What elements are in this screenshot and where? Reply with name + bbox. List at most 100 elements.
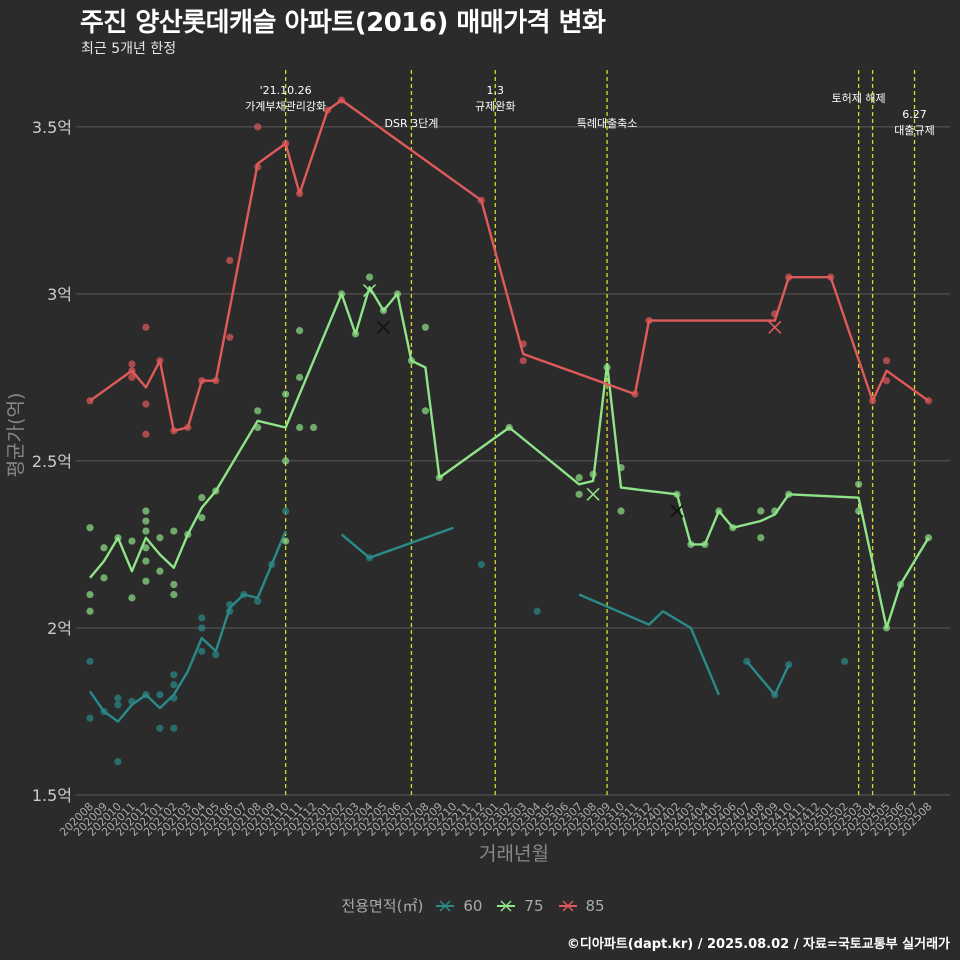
legend-item-75: 75 [496,896,544,915]
data-point-60 [86,714,94,722]
data-point-75 [156,567,164,575]
data-point-60 [198,624,206,632]
y-tick-label: 3.5억 [32,118,72,137]
cross-marker-75 [376,320,391,334]
data-point-60 [114,701,122,709]
data-point-75 [757,507,765,515]
data-point-75 [198,494,206,502]
data-point-85 [882,377,891,385]
data-point-75 [198,514,206,522]
data-point-75 [282,537,290,545]
data-point-75 [142,544,150,552]
data-point-75 [757,534,765,542]
x-tick-labels: 2020082020092020102020112020122021012021… [57,800,934,839]
event-label: '21.10.26 가계부채관리강화 [245,84,326,113]
legend-label-85: 85 [585,896,605,915]
legend-item-85: 85 [558,897,605,915]
data-point-75 [170,590,178,599]
data-point-75 [142,557,150,565]
cross-marker-85 [768,320,782,334]
legend-item-60: 60 [435,897,482,915]
data-point-85 [142,400,150,408]
data-point-85 [128,360,136,368]
data-point-75 [282,457,290,465]
data-point-60 [114,757,122,766]
y-tick-label: 2억 [47,619,72,638]
data-point-75 [617,507,625,515]
x-axis-label: 거래년월 [479,843,549,865]
series-layer [86,96,933,766]
legend-label-60: 60 [463,896,483,915]
data-point-75 [170,580,178,589]
data-point-85 [128,373,136,381]
series-line-60 [340,526,454,559]
data-point-60 [198,614,206,622]
data-point-60 [86,657,94,665]
data-point-85 [519,357,527,365]
data-point-85 [226,256,234,265]
data-point-60 [477,560,485,569]
legend-key-85-icon [558,899,577,912]
series-75 [86,273,933,632]
data-point-60 [156,724,164,732]
data-point-60 [282,507,290,515]
chart-subtitle: 최근 5개년 한정 [81,41,177,57]
data-point-75 [254,407,262,415]
series-line-75 [89,286,930,630]
data-point-75 [310,423,318,432]
legend-key-60-icon [436,899,455,912]
chart-title: 주진 양산롯데캐슬 아파트(2016) 매매가격 변화 [80,8,606,38]
series-60 [86,507,849,766]
data-point-75 [282,390,290,398]
data-point-75 [142,517,150,525]
data-point-60 [170,681,178,689]
legend-key-75-icon [497,899,516,912]
data-point-85 [882,357,891,365]
series-line-60 [578,593,721,696]
data-point-75 [128,594,136,602]
y-axis-label: 평균가(억) [5,393,27,478]
data-point-75 [156,534,164,542]
data-point-85 [254,123,262,131]
event-label: 특례대출축소 [577,117,638,130]
series-line-60 [89,530,287,723]
data-point-75 [170,527,178,535]
data-point-60 [212,651,220,659]
data-point-75 [296,327,304,335]
data-point-75 [142,527,150,535]
data-point-75 [128,537,136,545]
data-point-75 [575,474,583,482]
series-line-85 [89,98,930,432]
event-label: 토허제 해제 [832,91,886,105]
data-point-85 [142,430,150,438]
data-point-75 [100,574,108,582]
data-point-60 [114,694,122,702]
legend-label-75: 75 [524,896,544,915]
data-point-75 [575,490,583,498]
y-tick-label: 1.5억 [32,786,72,805]
series-line-60 [745,660,790,696]
data-point-60 [841,657,849,665]
legend-title: 전용면적(㎡) [341,897,424,915]
cross-marker-75 [586,487,600,501]
event-label: DSR 3단계 [385,117,439,130]
data-point-60 [254,597,262,605]
data-point-75 [296,423,304,432]
data-point-60 [156,691,164,699]
data-point-75 [142,507,150,515]
data-point-75 [100,544,108,552]
event-label: 6.27 대출규제 [894,108,934,137]
cross-marker-75 [670,504,684,518]
data-point-75 [142,577,150,585]
data-point-75 [86,607,94,615]
data-point-60 [533,607,541,615]
y-tick-label: 3억 [47,285,72,304]
grid-lines [76,126,950,796]
data-point-85 [142,323,150,331]
y-tick-labels: 1.5억 2억 2.5억 3억 3.5억 [32,118,72,805]
data-point-75 [86,524,94,532]
data-point-85 [226,333,234,341]
event-label: 1.3 규제완화 [475,84,515,113]
legend: 전용면적(㎡) 60 75 85 [0,895,960,916]
